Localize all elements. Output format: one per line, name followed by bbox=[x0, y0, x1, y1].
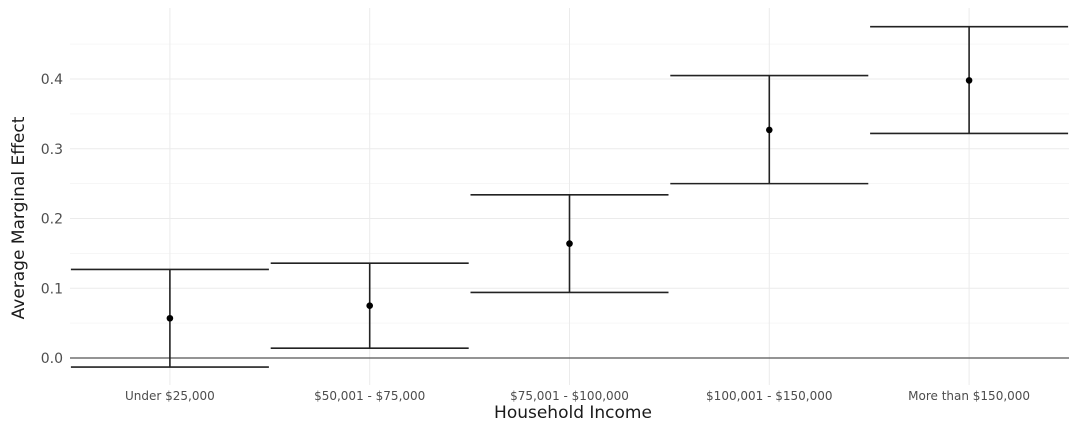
estimate-point bbox=[166, 314, 174, 322]
x-tick-label: $100,001 - $150,000 bbox=[706, 389, 832, 403]
chart-marks bbox=[70, 25, 1069, 368]
estimate-point bbox=[566, 240, 573, 247]
x-tick-label: $75,001 - $100,000 bbox=[510, 389, 629, 403]
estimate-point bbox=[766, 126, 773, 134]
estimate-point bbox=[366, 302, 374, 309]
estimate-point bbox=[965, 77, 973, 84]
y-tick-labels: 0.0 0.1 0.2 0.3 0.4 bbox=[41, 72, 63, 367]
y-tick-label: 0.1 bbox=[41, 281, 63, 297]
x-axis-title: Household Income bbox=[494, 403, 652, 423]
x-tick-labels: Under $25,000 $50,001 - $75,000 $75,001 - … bbox=[125, 389, 1030, 403]
x-tick-label: More than $150,000 bbox=[908, 389, 1030, 403]
y-tick-label: 0.3 bbox=[41, 142, 63, 158]
y-tick-label: 0.0 bbox=[41, 351, 63, 367]
y-tick-label: 0.2 bbox=[41, 212, 63, 228]
x-tick-label: Under $25,000 bbox=[125, 389, 215, 403]
y-tick-label: 0.4 bbox=[41, 72, 63, 88]
x-tick-label: $50,001 - $75,000 bbox=[314, 389, 425, 403]
y-axis-title: Average Marginal Effect bbox=[9, 116, 29, 319]
